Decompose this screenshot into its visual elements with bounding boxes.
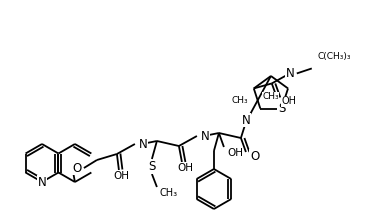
Text: N: N <box>139 138 148 150</box>
Text: N: N <box>241 113 250 127</box>
Text: CH₃: CH₃ <box>160 188 178 198</box>
Text: N: N <box>285 67 294 80</box>
Text: S: S <box>148 161 156 173</box>
Text: OH: OH <box>227 148 243 158</box>
Text: OH: OH <box>113 171 129 181</box>
Text: C(CH₃)₃: C(CH₃)₃ <box>318 52 351 61</box>
Text: CH₃: CH₃ <box>232 96 248 105</box>
Text: OH: OH <box>282 96 297 106</box>
Text: O: O <box>72 161 82 175</box>
Text: S: S <box>278 102 285 115</box>
Text: O: O <box>250 150 259 162</box>
Text: N: N <box>37 175 46 189</box>
Text: OH: OH <box>177 163 193 173</box>
Text: N: N <box>201 129 210 143</box>
Text: CH₃: CH₃ <box>262 92 279 101</box>
